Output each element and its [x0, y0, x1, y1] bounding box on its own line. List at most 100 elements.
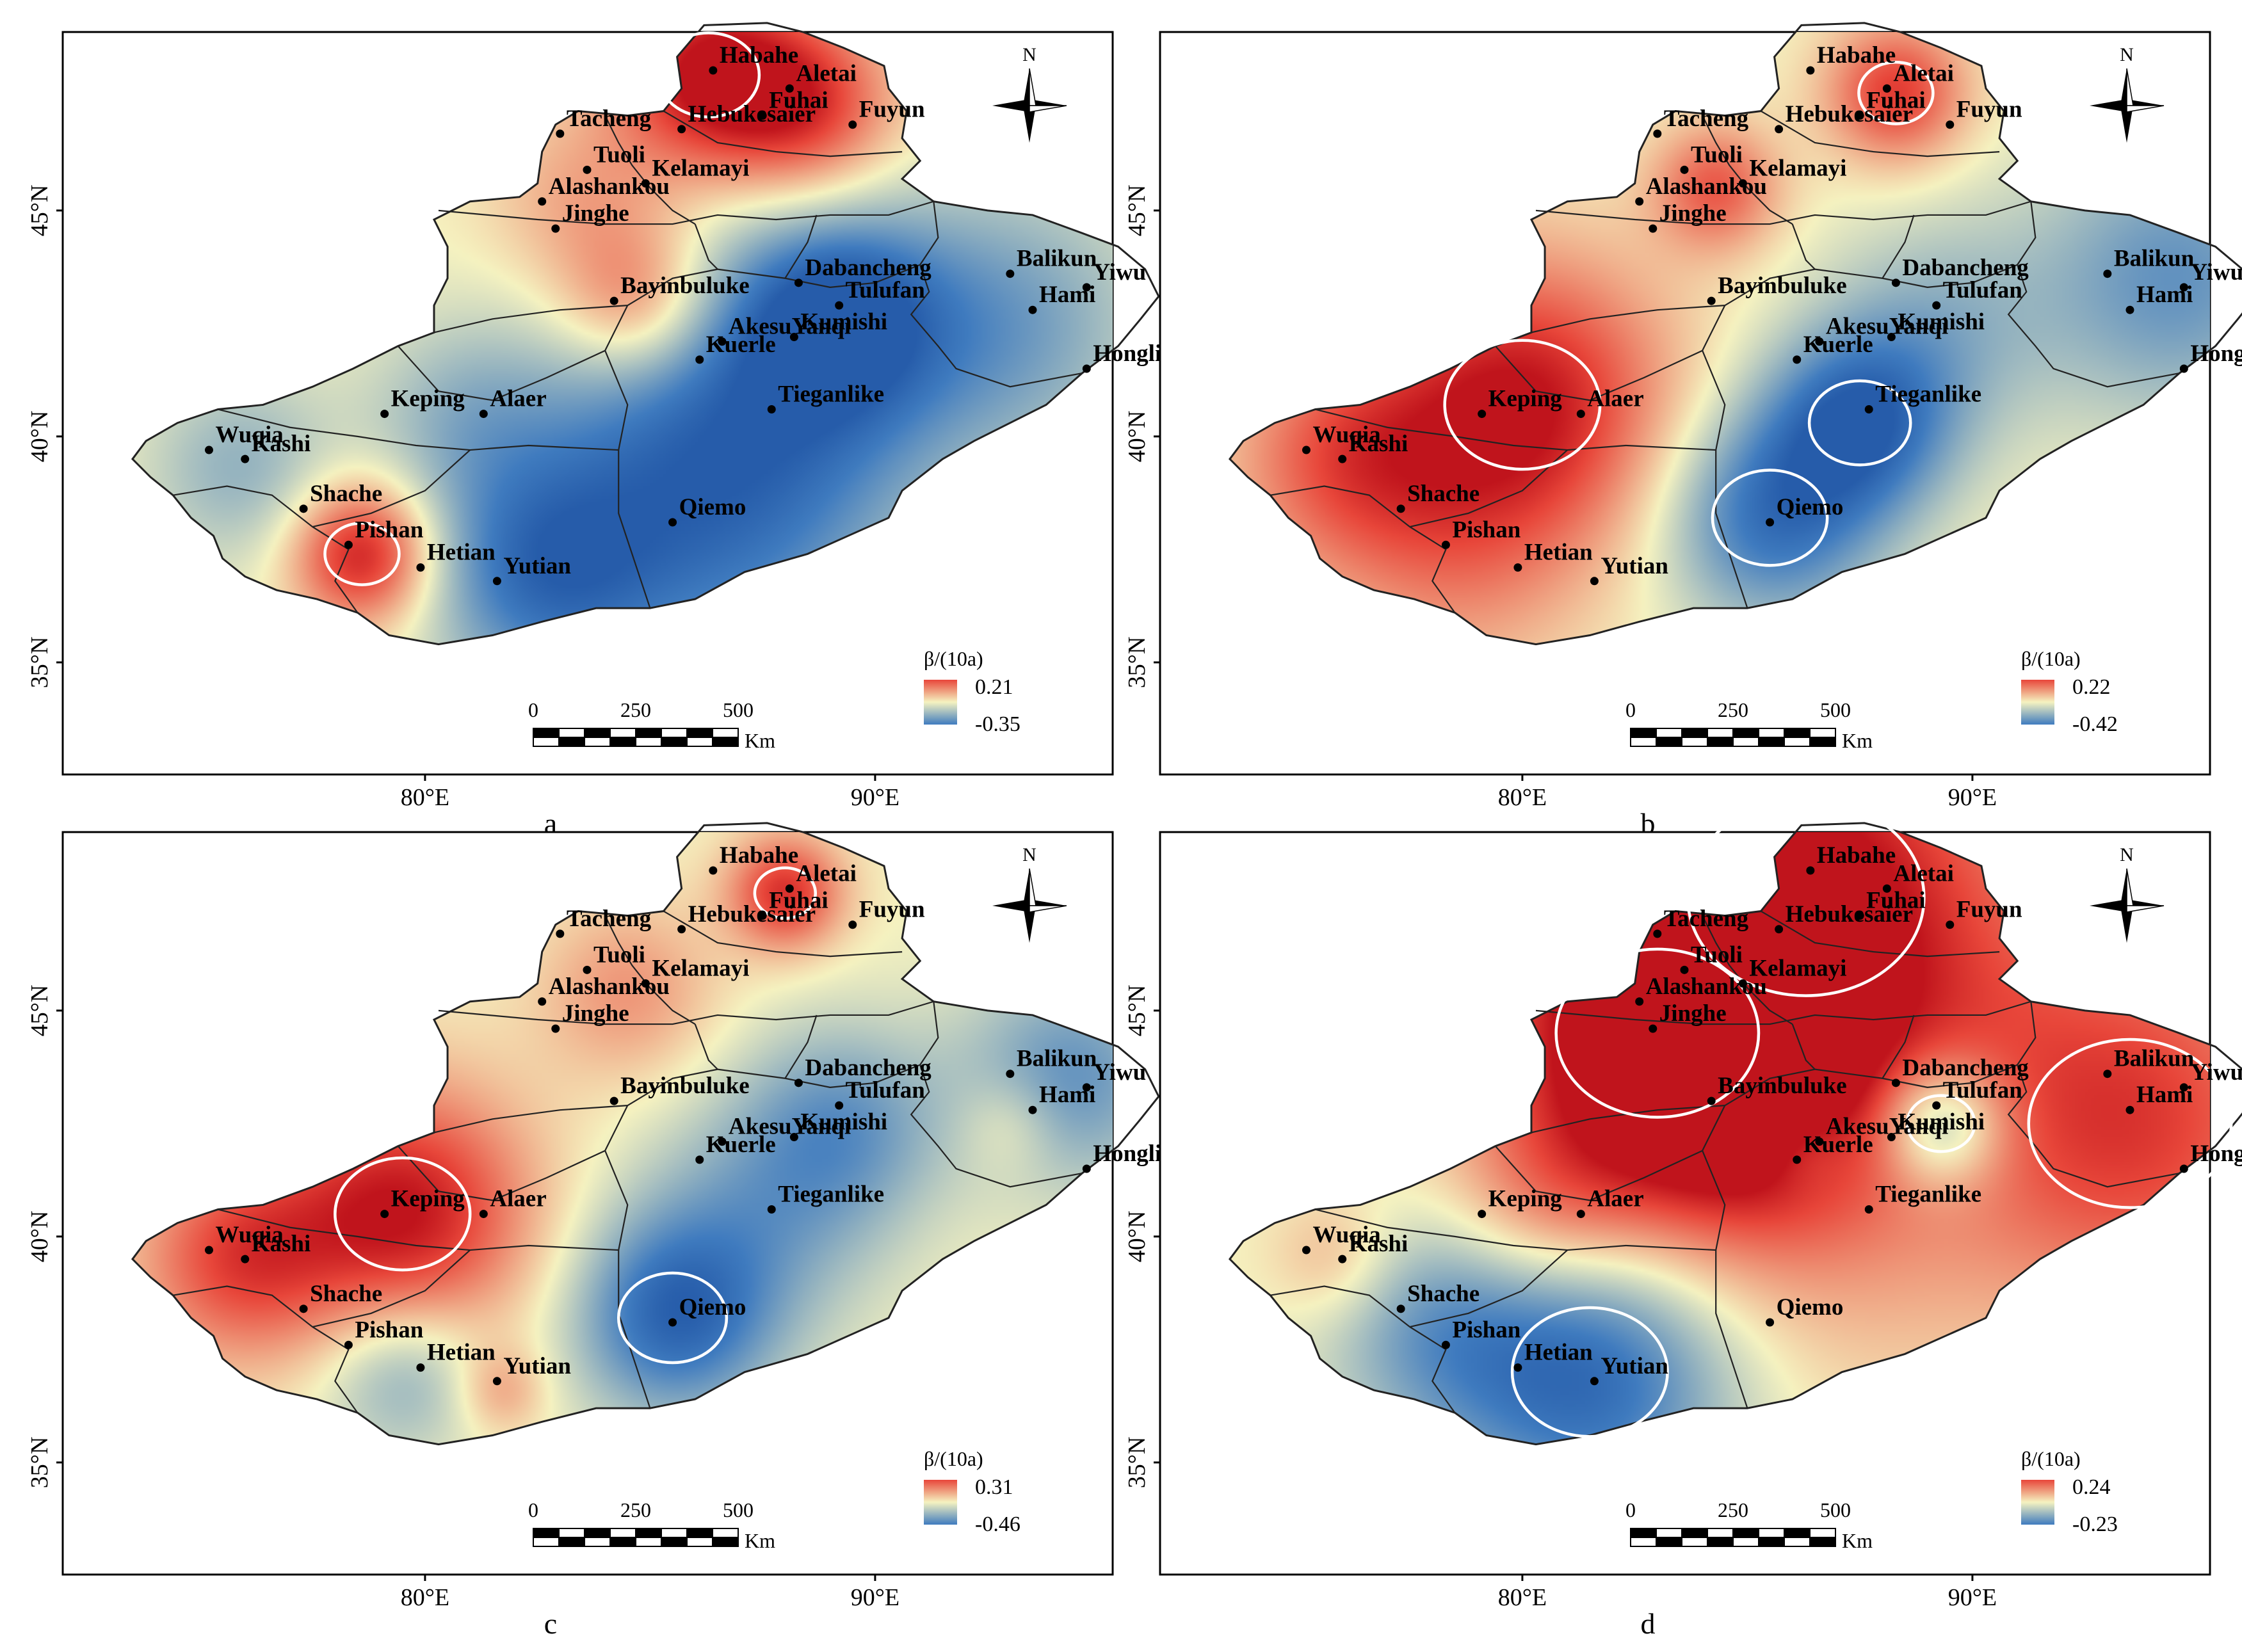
station-dot	[416, 563, 425, 572]
colorbar-ramp	[924, 680, 957, 725]
station-label: Wuqia	[215, 1222, 283, 1248]
station-dot	[641, 179, 650, 188]
station-dot	[1006, 1070, 1015, 1079]
station-dot	[695, 355, 704, 364]
station-label: Fuyun	[1956, 97, 2022, 123]
admin-boundary	[1760, 910, 2000, 958]
station-dot	[1028, 305, 1037, 314]
station-dot	[299, 504, 308, 513]
legend-title: β/(10a)	[924, 647, 983, 670]
admin-boundary	[1702, 350, 1726, 451]
admin-boundary	[1531, 264, 2018, 333]
colorbar-ramp	[924, 1480, 957, 1525]
admin-boundary	[1715, 1250, 1748, 1409]
station-label: Habahe	[720, 842, 798, 869]
station-dot	[1932, 301, 1941, 310]
station-dot	[1653, 129, 1662, 138]
station-label: Bayinbuluke	[1718, 1073, 1847, 1099]
station-dot	[583, 965, 592, 974]
admin-boundary	[1409, 1249, 1568, 1328]
scale-tick-label: 0	[1625, 698, 1636, 721]
admin-boundary	[663, 110, 903, 157]
significance-contour	[1857, 60, 1935, 125]
station-dot	[1855, 911, 1864, 920]
station-dot	[2179, 283, 2188, 292]
station-label: Hebukesaier	[1786, 901, 1913, 927]
station-label: Bayinbuluke	[620, 273, 750, 299]
scale-tick-label: 500	[1820, 698, 1851, 721]
station-label: Yutian	[503, 553, 571, 579]
station-dot	[1302, 445, 1311, 454]
admin-boundary	[1882, 214, 1915, 279]
station-dot	[380, 1210, 389, 1219]
station-dot	[1891, 1079, 1900, 1087]
admin-boundary	[1715, 450, 1748, 609]
station-dot	[1006, 269, 1015, 278]
admin-boundary	[1531, 1064, 2018, 1134]
station-label: Balikun	[1017, 1046, 1097, 1072]
admin-boundary	[1494, 305, 1726, 401]
lat-label: 35°N	[1124, 1437, 1150, 1489]
station-dot	[835, 301, 844, 310]
station-dot	[2179, 1083, 2188, 1092]
admin-boundary	[1535, 200, 2031, 225]
admin-boundary	[218, 1208, 619, 1251]
station-label: Pishan	[1452, 1317, 1520, 1343]
station-dot	[1864, 405, 1873, 414]
lat-label: 35°N	[1124, 637, 1150, 689]
lon-label: 90°E	[851, 1584, 899, 1611]
legend-max: 0.21	[975, 675, 1013, 699]
station-label: Keping	[1488, 386, 1563, 412]
station-label: Tulufan	[1943, 277, 2023, 303]
station-label: Alashankou	[549, 974, 670, 1000]
station-label: Tacheng	[567, 906, 652, 932]
station-dot	[789, 1133, 798, 1142]
station-label: Fuhai	[1866, 888, 1926, 914]
station-label: Fuyun	[1956, 897, 2022, 923]
scale-tick-label: 0	[528, 698, 538, 721]
station-label: Kuerle	[1803, 1132, 1873, 1158]
station-label: Kashi	[252, 1231, 311, 1257]
lon-label: 90°E	[851, 784, 899, 811]
station-dot	[668, 1318, 677, 1327]
station-label: AkesuYanqi	[1826, 1114, 1948, 1140]
admin-boundary	[910, 1001, 1083, 1188]
station-dot	[1590, 1377, 1599, 1386]
scale-tick-label: 250	[620, 698, 651, 721]
admin-boundary	[2007, 201, 2180, 388]
legend-min: -0.46	[975, 1512, 1020, 1536]
station-dot	[1576, 1210, 1585, 1219]
legend-min: -0.42	[2072, 712, 2118, 736]
station-label: Jinghe	[1659, 1000, 1727, 1027]
station-dot	[204, 445, 213, 454]
station-label: Tieganlike	[778, 381, 884, 408]
station-dot	[344, 540, 353, 549]
admin-boundary	[1882, 1014, 1915, 1079]
station-dot	[1478, 410, 1487, 419]
station-label: Habahe	[1817, 842, 1896, 869]
station-label: Hebukesaier	[688, 101, 816, 127]
station-dot	[709, 866, 718, 875]
station-dot	[709, 66, 718, 75]
station-label: Tuoli	[1691, 942, 1743, 968]
station-label: Kuerle	[706, 1132, 776, 1158]
significance-contour	[323, 522, 401, 586]
station-label: Kuerle	[706, 332, 776, 358]
admin-boundary	[604, 1150, 629, 1251]
station-label: Yutian	[503, 1353, 571, 1379]
admin-boundary	[1791, 223, 1816, 270]
station-dot	[2103, 1070, 2112, 1079]
legend-max: 0.24	[2072, 1475, 2111, 1499]
scale-bar: 0 250 500 Km	[528, 1498, 775, 1552]
station-label: Balikun	[1017, 246, 1097, 272]
colorbar-legend: β/(10a) 0.22 -0.42	[2021, 647, 2118, 736]
station-dot	[794, 1079, 803, 1087]
lat-label: 45°N	[26, 985, 53, 1037]
station-dot	[1653, 929, 1662, 938]
station-label: Dabancheng	[1902, 255, 2029, 281]
station-dot	[785, 884, 794, 893]
station-label: Hongliuhe	[2190, 341, 2242, 367]
station-label: Tulufan	[846, 1077, 926, 1103]
station-dot	[1738, 979, 1747, 988]
